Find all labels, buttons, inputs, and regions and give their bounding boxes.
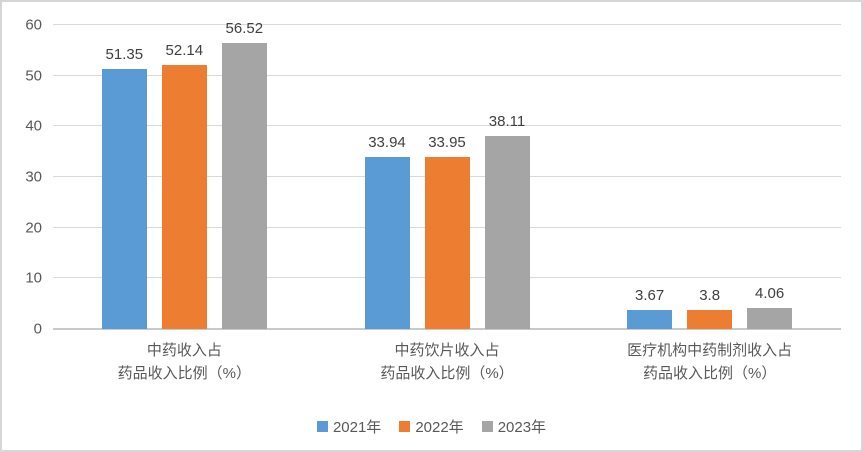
gridline [53, 24, 841, 25]
legend-label: 2023年 [497, 418, 547, 436]
bar-2023年-group3 [747, 308, 793, 329]
y-tick-label: 50 [25, 67, 42, 85]
bar-value-label: 38.11 [488, 113, 526, 130]
gridline [53, 125, 841, 127]
gridline [53, 74, 841, 76]
legend-item-2021年: 2021年 [316, 416, 382, 437]
plot-area: 0 10 20 30 40 50 60 51.35 33.94 3.67 52.14 33.95 3.8… [25, 17, 841, 338]
legend-swatch-icon [481, 420, 493, 432]
category-label: 中药饮片收入占 药品收入比例（%） [316, 339, 579, 385]
bar-value-label: 3.67 [635, 287, 665, 304]
category-label-line: 中药饮片收入占 [394, 342, 500, 359]
y-tick-label: 20 [25, 219, 42, 237]
legend-label: 2022年 [415, 418, 464, 436]
bar-value-label: 52.14 [165, 42, 204, 59]
bar-value-label: 56.52 [225, 20, 264, 37]
bar-2023年-group2 [484, 136, 530, 329]
bar-value-label: 3.8 [699, 287, 721, 304]
category-label-line: 药品收入比例（%） [380, 365, 514, 382]
y-tick-label: 40 [25, 117, 42, 135]
y-tick-label: 10 [25, 269, 42, 287]
category-label-line: 医疗机构中药制剂收入占 [627, 342, 793, 359]
bar-value-label: 33.94 [368, 134, 406, 151]
bar-2021年-group3 [627, 310, 673, 329]
legend-item-2022年: 2022年 [399, 416, 464, 437]
bar-2023年-group1 [221, 43, 267, 329]
bar-value-label: 33.95 [428, 134, 466, 151]
category-label: 中药收入占药品收入比例（%） [53, 339, 316, 385]
legend-label: 2021年 [332, 418, 382, 436]
legend: 2021年 2022年 2023年 [2, 412, 861, 440]
y-tick-label: 0 [33, 320, 42, 338]
bar-2022年-group2 [424, 157, 470, 329]
bar-2022年-group3 [687, 310, 733, 329]
legend-swatch-icon [399, 420, 411, 432]
category-label-line: 药品收入比例（%） [117, 365, 251, 382]
bar-2022年-group1 [161, 65, 207, 329]
bar-2021年-group1 [101, 69, 147, 329]
y-tick-label: 60 [25, 16, 42, 34]
y-tick-label: 30 [25, 168, 42, 186]
legend-swatch-icon [316, 420, 328, 432]
bar-value-label: 51.35 [105, 46, 144, 63]
x-axis-line [53, 328, 841, 330]
category-label-line: 中药收入占 [146, 342, 222, 359]
bar-value-label: 4.06 [755, 285, 785, 302]
category-label-line: 药品收入比例（%） [642, 365, 777, 382]
bar-2021年-group2 [364, 157, 410, 329]
category-label: 医疗机构中药制剂收入占 药品收入比例（%） [578, 339, 841, 385]
legend-item-2023年: 2023年 [481, 416, 547, 437]
